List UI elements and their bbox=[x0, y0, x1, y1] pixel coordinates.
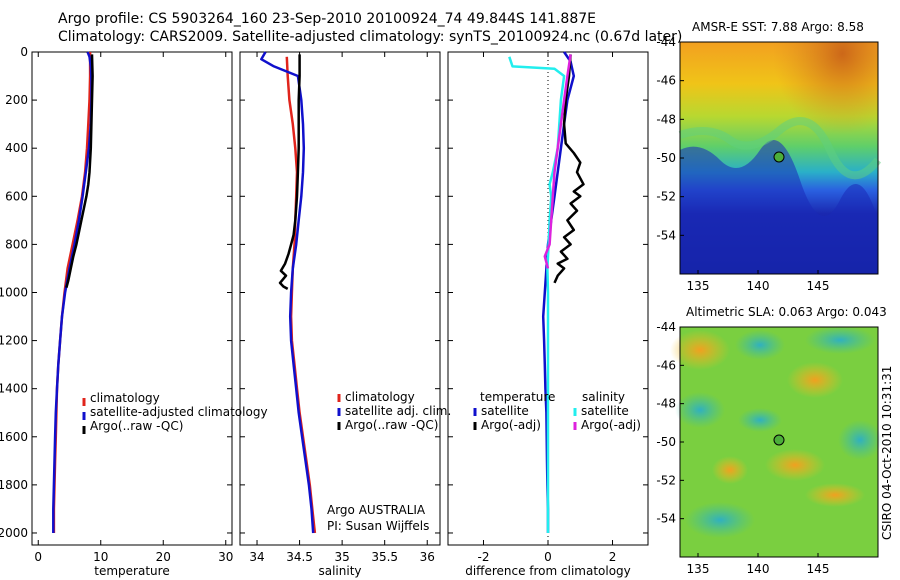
map-y-tick-label: -44 bbox=[656, 35, 676, 49]
map-y-tick-label: -46 bbox=[656, 74, 676, 88]
y-tick-label: 0 bbox=[20, 45, 28, 59]
map-y-tick-label: -52 bbox=[656, 473, 676, 487]
legend-sal-satellite: satellite bbox=[581, 404, 629, 418]
map-x-tick-label: 135 bbox=[687, 279, 710, 293]
panel-1: 0 10 20 30 0 200 400 600 800 1000 1200 1400 1600 1800… bbox=[0, 45, 233, 578]
series-line-climatology bbox=[52, 52, 92, 533]
legend-climatology: climatology bbox=[90, 391, 160, 405]
x-tick-label: 34.5 bbox=[286, 550, 313, 564]
y-tick-label: 1000 bbox=[0, 285, 28, 299]
legend-satellite-adj: satellite adj. clim. bbox=[345, 404, 451, 418]
series-line-argo-adj- bbox=[553, 54, 585, 284]
series-line-satellite-adj-clim- bbox=[260, 51, 315, 534]
panel-frame bbox=[31, 51, 233, 546]
x-tick-label: 10 bbox=[93, 550, 108, 564]
x-tick-label: 34 bbox=[249, 550, 264, 564]
map-y-tick-label: -46 bbox=[656, 358, 676, 372]
profile-panels: 0 10 20 30020040060080010001200140016001800… bbox=[0, 45, 649, 578]
x-axis-label: difference from climatology bbox=[465, 564, 631, 578]
x-axis-label: temperature bbox=[94, 564, 169, 578]
x-tick-label: 35.5 bbox=[371, 550, 398, 564]
series-line-satellite-adjusted-climatology bbox=[52, 51, 93, 533]
series-line-argo-raw-qc- bbox=[278, 54, 301, 290]
y-tick-label: 1200 bbox=[0, 334, 28, 348]
y-tick-label: 200 bbox=[5, 93, 28, 107]
legend-argo-raw: Argo(..raw -QC) bbox=[345, 418, 438, 432]
y-tick-label: 600 bbox=[5, 189, 28, 203]
legend-temp-satellite: satellite bbox=[481, 404, 529, 418]
y-tick-label: 2000 bbox=[0, 526, 28, 540]
x-tick-label: -2 bbox=[477, 550, 489, 564]
map-y-tick-label: -48 bbox=[656, 112, 676, 126]
x-axis-label: salinity bbox=[318, 564, 361, 578]
x-tick-label: 0 bbox=[34, 550, 42, 564]
map-y-tick-label: -44 bbox=[656, 320, 676, 334]
panel-2: 34 34.5 35 35.5 36 salinity bbox=[239, 51, 441, 578]
figure-title-line2: Climatology: CARS2009. Satellite-adjuste… bbox=[58, 29, 683, 45]
map-x-tick-label: 145 bbox=[807, 279, 830, 293]
legend-satellite-adjusted: satellite-adjusted climatology bbox=[90, 405, 268, 419]
map-x-tick-label: 135 bbox=[687, 562, 710, 576]
panel2-legend: climatology satellite adj. clim. Argo(..… bbox=[327, 390, 451, 533]
argo-position-marker bbox=[773, 151, 785, 163]
map-y-tick-label: -54 bbox=[656, 228, 676, 242]
argo-position-marker bbox=[773, 434, 785, 446]
sla-map: Altimetric SLA: 0.063 Argo: 0.043 bbox=[670, 305, 887, 558]
map-x-tick-label: 140 bbox=[747, 562, 770, 576]
figure-title-line1: Argo profile: CS 5903264_160 23-Sep-2010… bbox=[58, 11, 596, 27]
sst-map-title: AMSR-E SST: 7.88 Argo: 8.58 bbox=[692, 20, 864, 34]
map-y-tick-label: -54 bbox=[656, 512, 676, 526]
x-tick-label: 30 bbox=[218, 550, 233, 564]
sla-map-title: Altimetric SLA: 0.063 Argo: 0.043 bbox=[686, 305, 887, 319]
x-tick-label: 36 bbox=[420, 550, 435, 564]
panel-frame bbox=[239, 51, 441, 546]
legend-head-temperature: temperature bbox=[480, 390, 555, 404]
map-y-tick-label: -50 bbox=[656, 151, 676, 165]
map-y-tick-label: -50 bbox=[656, 435, 676, 449]
side-timestamp-label: CSIRO 04-Oct-2010 10:31:31 bbox=[880, 366, 894, 540]
series-line-argo-raw-qc- bbox=[65, 54, 94, 289]
panel1-legend: climatology satellite-adjusted climatolo… bbox=[82, 391, 268, 434]
y-tick-label: 400 bbox=[5, 141, 28, 155]
y-tick-label: 800 bbox=[5, 237, 28, 251]
map-x-tick-label: 145 bbox=[807, 562, 830, 576]
y-tick-label: 1600 bbox=[0, 430, 28, 444]
y-tick-label: 1400 bbox=[0, 382, 28, 396]
map-x-tick-label: 140 bbox=[747, 279, 770, 293]
series-line-sal-satellite bbox=[508, 56, 566, 533]
legend-climatology: climatology bbox=[345, 390, 415, 404]
map-y-tick-label: -48 bbox=[656, 397, 676, 411]
x-tick-label: 0 bbox=[544, 550, 552, 564]
x-tick-label: 20 bbox=[156, 550, 171, 564]
argo-institution-note: Argo AUSTRALIA bbox=[327, 503, 426, 517]
pi-note: PI: Susan Wijffels bbox=[327, 519, 429, 533]
map-axes: 135 140 145 -44 -46 -48 -50 -52 -54 135 140 145 -44 -… bbox=[656, 35, 829, 576]
map-y-tick-label: -52 bbox=[656, 190, 676, 204]
series-line-sal-argo-adj- bbox=[543, 54, 572, 269]
x-tick-label: 35 bbox=[334, 550, 349, 564]
legend-temp-argo: Argo(-adj) bbox=[481, 418, 541, 432]
legend-sal-argo: Argo(-adj) bbox=[581, 418, 641, 432]
y-tick-label: 1800 bbox=[0, 478, 28, 492]
sst-map: AMSR-E SST: 7.88 Argo: 8.58 bbox=[678, 20, 882, 275]
legend-argo-raw: Argo(..raw -QC) bbox=[90, 419, 183, 433]
panel3-legend: temperature salinity satellite Argo(-adj… bbox=[473, 390, 641, 432]
x-tick-label: 2 bbox=[609, 550, 617, 564]
legend-head-salinity: salinity bbox=[582, 390, 625, 404]
